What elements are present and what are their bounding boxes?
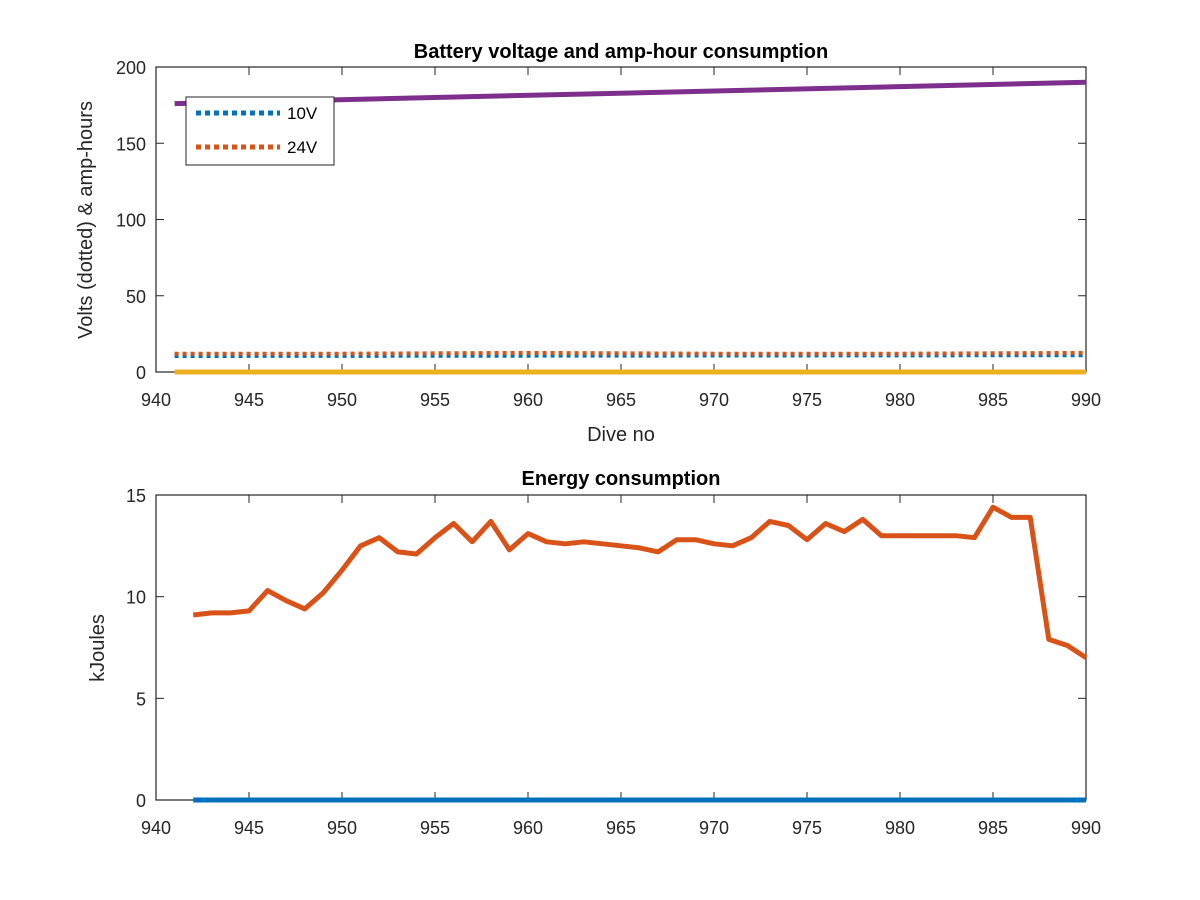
energy-x-tick-label: 990 [1071,818,1101,838]
energy-axis-ticks: 940 945 950 955 960 965 970 975 980 985 990 0 5 10 15 [126,486,1101,838]
battery-x-tick-label: 985 [978,390,1008,410]
battery-y-tick-label: 200 [116,58,146,78]
battery-legend: 10V 24V [185,96,335,166]
battery-axis-ticks: 940 945 950 955 960 965 970 975 980 985 990 0 50 100 1… [116,58,1101,410]
battery-x-tick-label: 980 [885,390,915,410]
energy-y-tick-label: 10 [126,588,146,608]
energy-x-tick-label: 950 [327,818,357,838]
battery-x-tick-label: 960 [513,390,543,410]
battery-chart-title: Battery voltage and amp-hour consumption [414,41,828,63]
battery-x-tick-label: 940 [141,390,171,410]
energy-x-tick-label: 955 [420,818,450,838]
battery-x-tick-label: 975 [792,390,822,410]
legend-box [185,96,335,166]
legend-label-24v: 24V [287,138,318,157]
energy-x-tick-label: 980 [885,818,915,838]
battery-x-tick-label: 990 [1071,390,1101,410]
battery-x-axis-label: Dive no [587,424,655,446]
battery-y-tick-label: 50 [126,287,146,307]
battery-x-tick-label: 955 [420,390,450,410]
battery-series-line-1 [174,350,1087,356]
energy-x-tick-label: 970 [699,818,729,838]
energy-x-tick-label: 960 [513,818,543,838]
battery-y-tick-label: 0 [136,363,146,383]
energy-x-tick-label: 965 [606,818,636,838]
energy-x-tick-label: 940 [141,818,171,838]
battery-panel: 940 945 950 955 960 965 970 975 980 985 990 0 50 100 1… [75,41,1101,446]
battery-y-tick-label: 100 [116,211,146,231]
energy-x-tick-label: 945 [234,818,264,838]
energy-x-tick-label: 985 [978,818,1008,838]
battery-x-tick-label: 965 [606,390,636,410]
energy-x-tick-label: 975 [792,818,822,838]
energy-y-axis-label: kJoules [87,614,109,682]
energy-y-tick-label: 15 [126,486,146,506]
battery-y-axis-label: Volts (dotted) & amp-hours [75,101,97,339]
legend-label-10v: 10V [287,104,318,123]
battery-x-tick-label: 945 [234,390,264,410]
energy-series-line-1 [192,504,1088,660]
energy-chart-title: Energy consumption [522,468,721,490]
energy-panel: 940 945 950 955 960 965 970 975 980 985 990051015 … [87,468,1101,838]
battery-x-tick-label: 970 [699,390,729,410]
energy-y-tick-label: 0 [136,791,146,811]
battery-y-tick-label: 150 [116,134,146,154]
battery-x-tick-label: 950 [327,390,357,410]
energy-y-tick-label: 5 [136,689,146,709]
energy-series [192,504,1088,803]
energy-plot-area [155,494,1087,801]
